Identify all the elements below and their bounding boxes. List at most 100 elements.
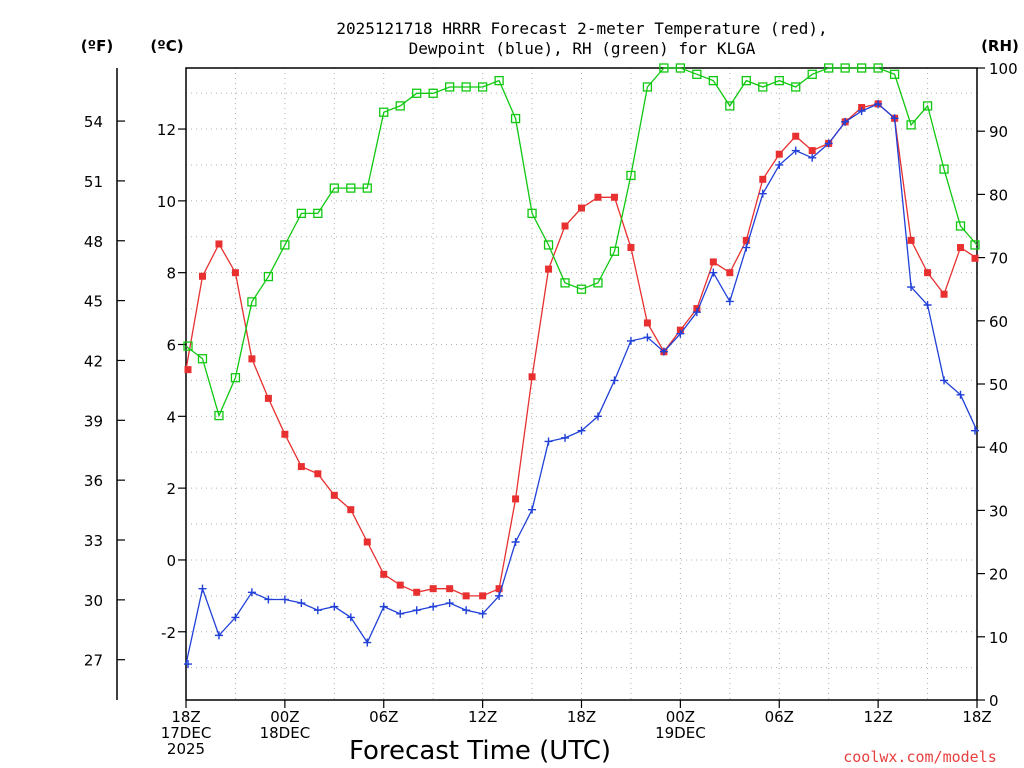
rh-point [230, 373, 241, 383]
rh-point [626, 170, 636, 181]
temperature-point [330, 491, 338, 499]
temperature-point [347, 506, 355, 514]
dewpoint-point [742, 243, 751, 252]
dewpoint-point [561, 433, 570, 442]
watermark: coolwx.com/models [843, 748, 997, 766]
rh-point [939, 164, 949, 174]
rh-point [824, 63, 834, 73]
fahrenheit-tick-label: 45 [84, 293, 103, 311]
rh-tick-label: 20 [989, 566, 1008, 584]
series-layer [183, 63, 980, 669]
rh-point [560, 278, 570, 288]
rh-point [183, 341, 193, 351]
temperature-point [643, 319, 651, 327]
celsius-tick-label: 0 [166, 552, 176, 570]
temperature-point [314, 470, 322, 478]
temperature-point [759, 175, 767, 183]
temperature-point [429, 585, 437, 593]
rh-point [543, 240, 554, 250]
x-tick-label: 19DEC [655, 724, 706, 742]
temperature-point [627, 244, 635, 252]
dewpoint-point [775, 160, 784, 169]
dewpoint-point [824, 139, 833, 148]
temperature-point [512, 495, 520, 503]
temperature-point [775, 150, 783, 158]
fahrenheit-tick-label: 39 [84, 412, 103, 430]
rh-point [362, 183, 372, 193]
rh-unit-label: (RH) [981, 37, 1019, 55]
rh-point [659, 63, 669, 73]
dewpoint-point [940, 376, 949, 385]
rh-point [280, 240, 290, 250]
rh-point [807, 69, 817, 79]
x-axis-label: Forecast Time (UTC) [349, 736, 611, 766]
rh-point [263, 271, 274, 282]
temperature-point [610, 193, 618, 201]
dewpoint-point [445, 599, 454, 608]
dewpoint-point [313, 606, 322, 615]
temperature-point [528, 373, 536, 381]
dewpoint-point [544, 437, 553, 446]
dewpoint-point [907, 283, 916, 292]
celsius-tick-label: 10 [157, 193, 176, 211]
rh-point [527, 208, 537, 219]
dewpoint-point [709, 268, 718, 277]
dewpoint-point [593, 412, 602, 421]
rh-point [197, 354, 208, 364]
dewpoint-point [971, 426, 979, 435]
temperature-point [792, 132, 800, 140]
temperature-point [248, 355, 256, 363]
temperature-point [561, 222, 569, 230]
x-tick-label: 18DEC [260, 724, 311, 742]
temperature-point [808, 147, 816, 155]
temperature-point [957, 244, 965, 252]
rh-tick-label: 40 [989, 439, 1008, 457]
rh-point [774, 75, 784, 86]
rh-point [692, 69, 702, 79]
temperature-point [495, 585, 503, 593]
x-tick-label: 12Z [468, 708, 497, 726]
temperature-point [396, 581, 404, 589]
rh-tick-label: 10 [989, 629, 1008, 647]
fahrenheit-tick-label: 30 [84, 592, 103, 610]
celsius-unit-label: (ºC) [150, 37, 183, 55]
celsius-tick-label: 6 [166, 337, 176, 355]
dewpoint-point [495, 591, 504, 600]
x-tick-label: 00Z [666, 708, 695, 726]
rh-point [313, 208, 323, 219]
temperature-point [940, 290, 948, 298]
temperature-point [479, 592, 487, 600]
dewpoint-point [264, 595, 273, 604]
fahrenheit-tick-label: 48 [84, 233, 103, 251]
dewpoint-point [280, 595, 289, 604]
fahrenheit-unit-label: (ºF) [81, 37, 113, 55]
rh-point [955, 221, 966, 231]
rh-point [609, 246, 620, 256]
rh-point [873, 63, 883, 73]
rh-point [379, 107, 389, 117]
dewpoint-point [808, 153, 817, 162]
dewpoint-point [890, 114, 899, 123]
rh-point [675, 63, 686, 73]
rh-tick-label: 80 [989, 186, 1008, 204]
dewpoint-point [791, 146, 800, 155]
dewpoint-point [857, 107, 866, 116]
dewpoint-point [297, 599, 306, 608]
rh-tick-label: 100 [989, 60, 1018, 78]
temperature-point [281, 430, 289, 438]
dewpoint-point [643, 333, 652, 342]
temperature-point [545, 265, 553, 273]
celsius-tick-label: -2 [161, 624, 176, 642]
fahrenheit-tick-label: 36 [84, 472, 103, 490]
rh-tick-label: 0 [989, 692, 999, 710]
x-tick-label: 06Z [369, 708, 398, 726]
temperature-point [578, 204, 585, 212]
x-tick-label: 2025 [167, 740, 205, 758]
celsius-tick-label: 12 [157, 121, 176, 139]
x-tick-label: 17DEC [161, 724, 212, 742]
temperature-point [231, 269, 239, 277]
dewpoint-point [412, 606, 421, 615]
temperature-point [907, 236, 915, 244]
chart-title-line1: 2025121718 HRRR Forecast 2-meter Tempera… [336, 19, 827, 38]
